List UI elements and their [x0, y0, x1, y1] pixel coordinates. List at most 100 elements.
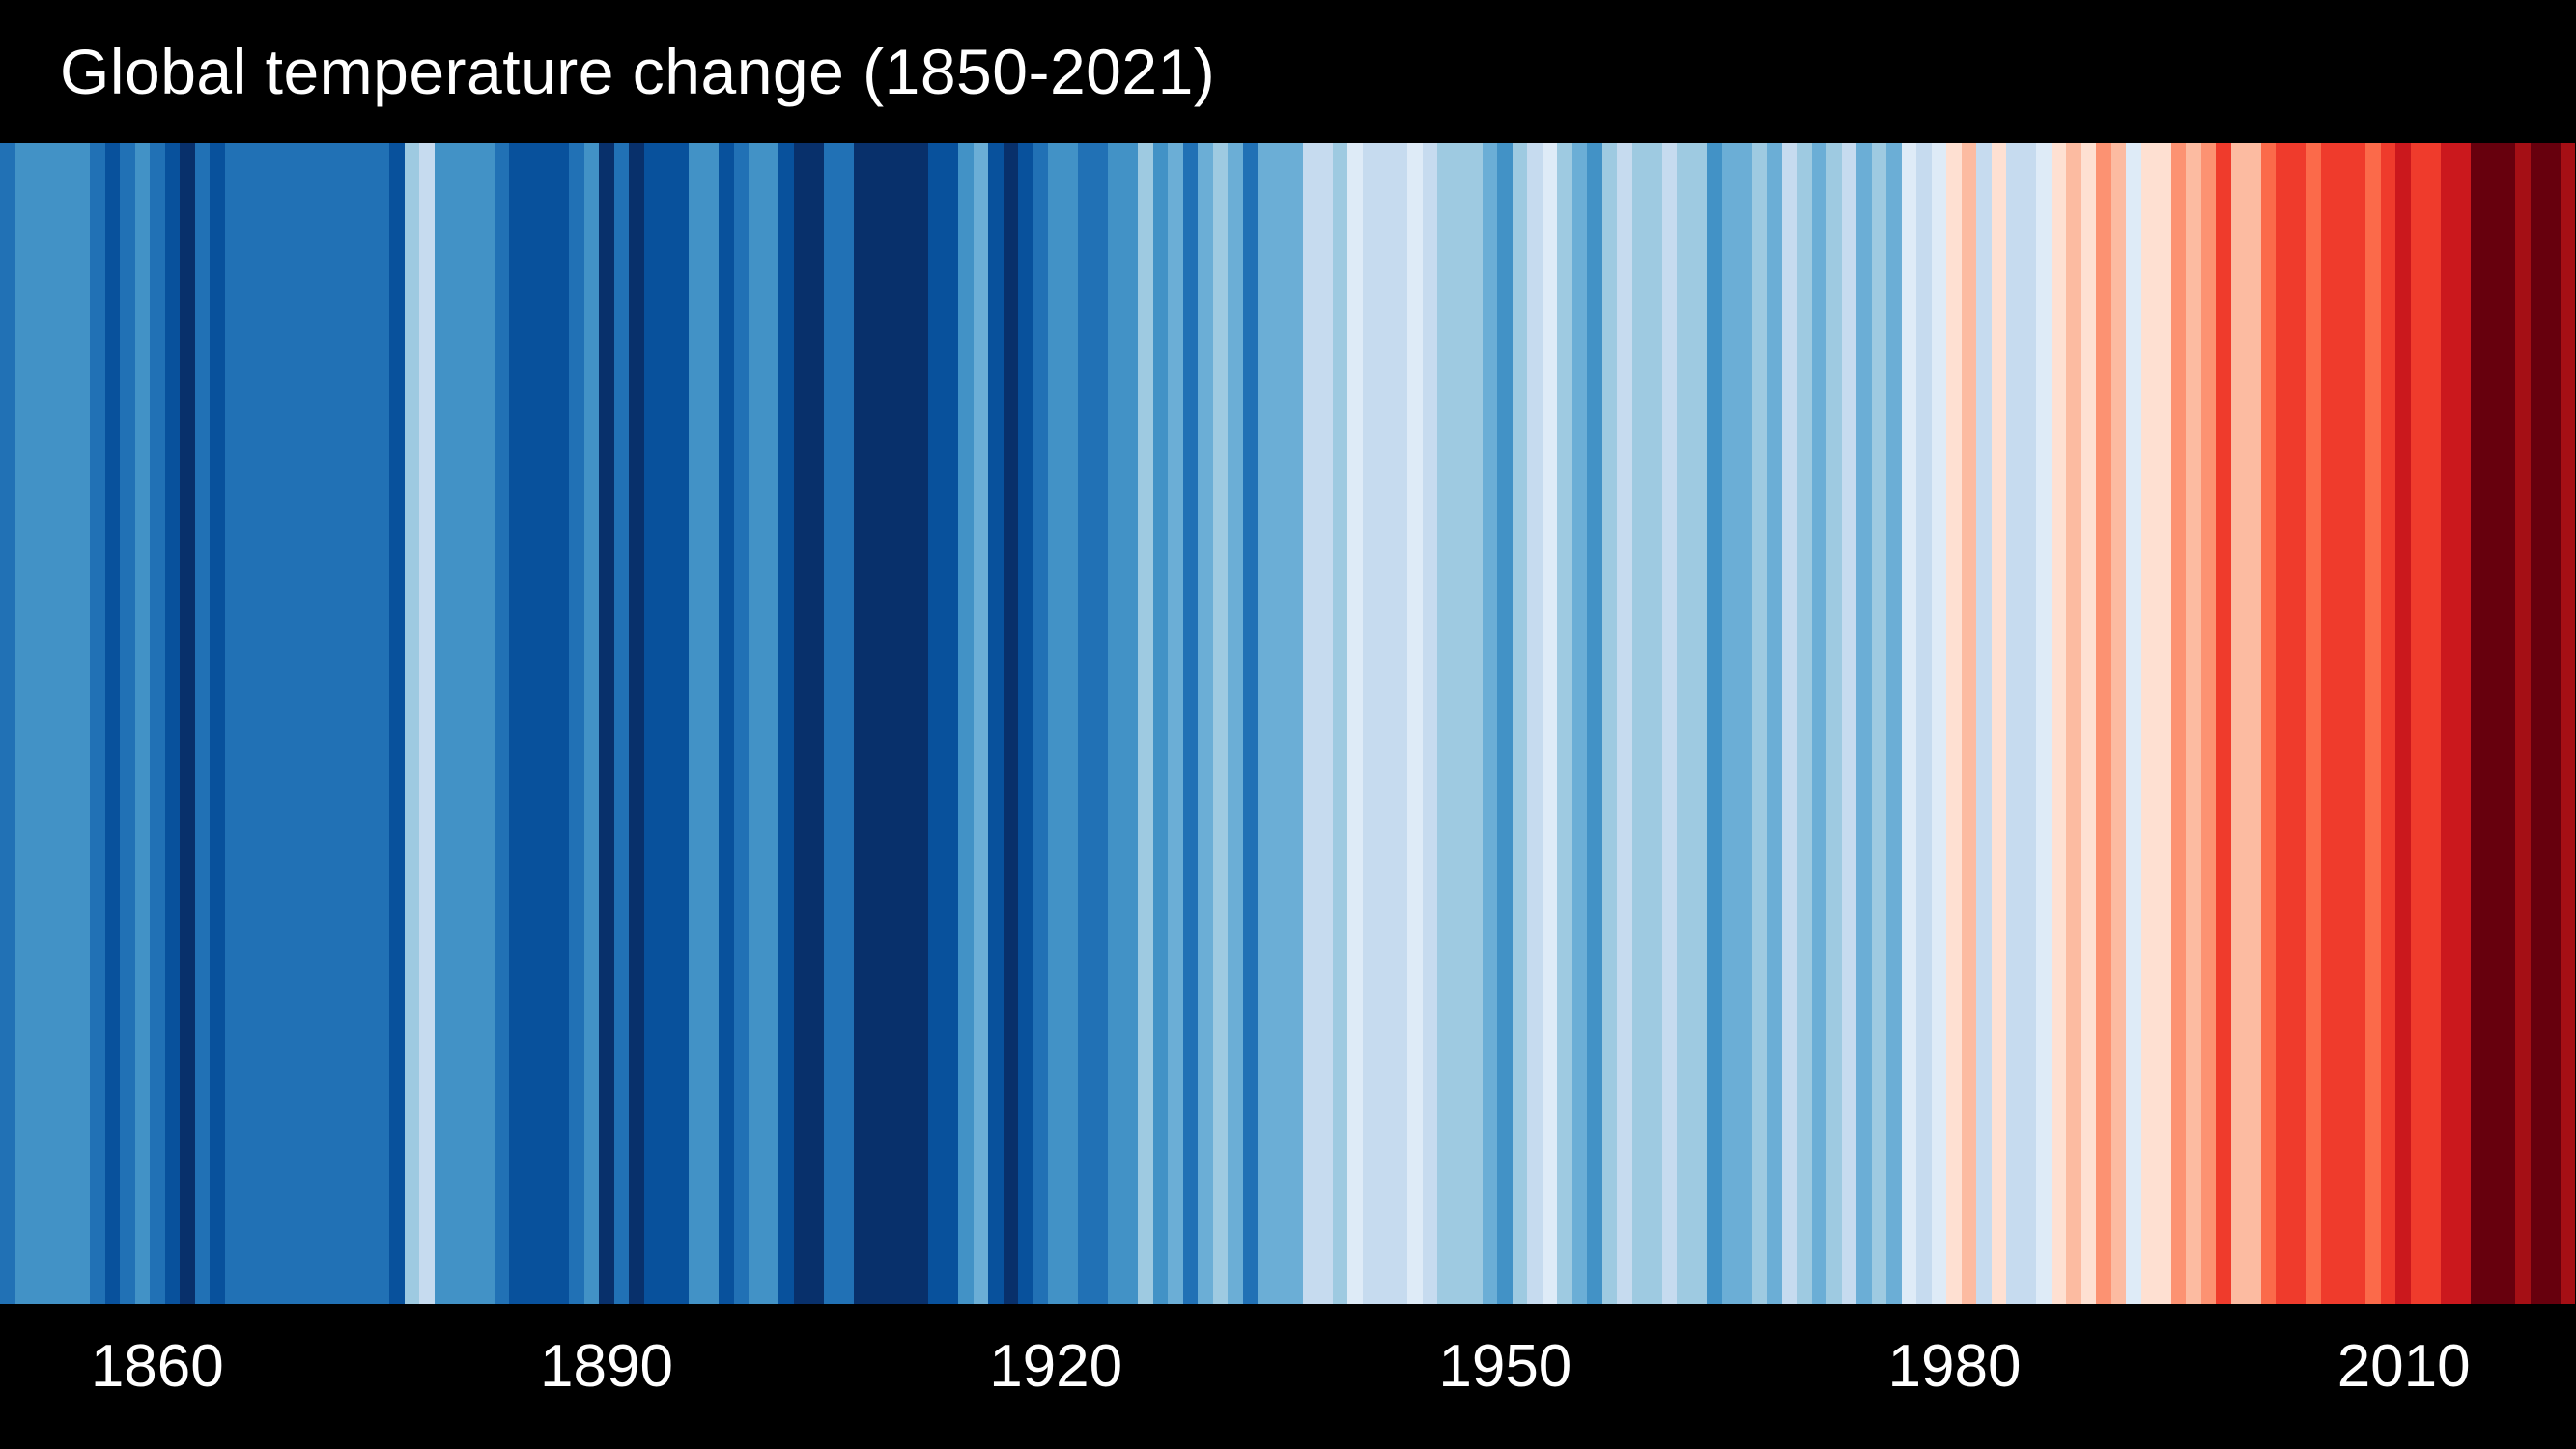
year-stripe: [823, 143, 838, 1304]
year-stripe: [180, 143, 195, 1304]
x-axis-tick-label: 1950: [1438, 1333, 1572, 1400]
year-stripe: [569, 143, 584, 1304]
year-stripe: [449, 143, 465, 1304]
year-stripe: [0, 143, 15, 1304]
year-stripe: [434, 143, 449, 1304]
year-stripe: [1122, 143, 1138, 1304]
year-stripe: [1422, 143, 1437, 1304]
year-stripe: [1707, 143, 1722, 1304]
year-stripe: [2051, 143, 2066, 1304]
year-stripe: [1392, 143, 1407, 1304]
year-stripe: [958, 143, 974, 1304]
title-bar: Global temperature change (1850-2021): [0, 0, 2576, 143]
year-stripe: [1647, 143, 1662, 1304]
year-stripe: [1781, 143, 1797, 1304]
year-stripe: [1092, 143, 1108, 1304]
year-stripe: [1856, 143, 1872, 1304]
year-stripe: [583, 143, 599, 1304]
year-stripe: [2096, 143, 2111, 1304]
year-stripe: [1617, 143, 1632, 1304]
year-stripe: [1557, 143, 1572, 1304]
year-stripe: [2335, 143, 2351, 1304]
year-stripe: [329, 143, 345, 1304]
year-stripe: [1841, 143, 1856, 1304]
year-stripe: [2276, 143, 2291, 1304]
year-stripe: [164, 143, 180, 1304]
year-stripe: [2006, 143, 2022, 1304]
year-stripe: [898, 143, 914, 1304]
year-stripe: [374, 143, 389, 1304]
year-stripe: [1362, 143, 1377, 1304]
year-stripe: [1228, 143, 1243, 1304]
year-stripe: [2485, 143, 2501, 1304]
year-stripe: [1737, 143, 1752, 1304]
year-stripe: [2545, 143, 2561, 1304]
year-stripe: [2246, 143, 2261, 1304]
year-stripe: [2260, 143, 2276, 1304]
year-stripe: [60, 143, 75, 1304]
year-stripe: [1542, 143, 1557, 1304]
year-stripe: [808, 143, 824, 1304]
year-stripe: [1452, 143, 1467, 1304]
year-stripe: [210, 143, 225, 1304]
year-stripe: [2500, 143, 2515, 1304]
year-stripe: [1797, 143, 1812, 1304]
year-stripe: [2470, 143, 2485, 1304]
year-stripe: [553, 143, 569, 1304]
year-stripe: [2066, 143, 2081, 1304]
year-stripe: [1198, 143, 1213, 1304]
year-stripe: [150, 143, 165, 1304]
year-stripe: [2216, 143, 2231, 1304]
year-stripe: [793, 143, 808, 1304]
x-axis-tick-label: 1980: [1887, 1333, 2022, 1400]
year-stripe: [120, 143, 135, 1304]
year-stripe: [1407, 143, 1423, 1304]
year-stripe: [599, 143, 614, 1304]
year-stripe: [1811, 143, 1826, 1304]
year-stripe: [913, 143, 928, 1304]
year-stripe: [1258, 143, 1273, 1304]
year-stripe: [1272, 143, 1288, 1304]
year-stripe: [2455, 143, 2471, 1304]
year-stripe: [1512, 143, 1527, 1304]
year-stripe: [194, 143, 210, 1304]
year-stripe: [659, 143, 674, 1304]
year-stripe: [1991, 143, 2006, 1304]
year-stripe: [1033, 143, 1048, 1304]
year-stripe: [613, 143, 629, 1304]
year-stripe: [299, 143, 315, 1304]
year-stripe: [1332, 143, 1347, 1304]
year-stripe: [404, 143, 419, 1304]
year-stripe: [2126, 143, 2141, 1304]
year-stripe: [254, 143, 269, 1304]
year-stripe: [1168, 143, 1183, 1304]
year-stripe: [733, 143, 749, 1304]
year-stripe: [763, 143, 778, 1304]
year-stripe: [344, 143, 359, 1304]
year-stripe: [1721, 143, 1737, 1304]
year-stripe: [1976, 143, 1992, 1304]
year-stripe: [1437, 143, 1453, 1304]
year-stripe: [1048, 143, 1063, 1304]
year-stripe: [224, 143, 240, 1304]
year-stripe: [1961, 143, 1976, 1304]
year-stripe: [2140, 143, 2156, 1304]
year-stripe: [2081, 143, 2096, 1304]
year-stripe: [1212, 143, 1228, 1304]
year-stripe: [2230, 143, 2246, 1304]
year-stripe: [2515, 143, 2531, 1304]
year-stripe: [1601, 143, 1617, 1304]
year-stripe: [389, 143, 405, 1304]
year-stripe: [1931, 143, 1946, 1304]
year-stripe: [1497, 143, 1513, 1304]
year-stripe: [1003, 143, 1018, 1304]
year-stripe: [1377, 143, 1393, 1304]
year-stripe: [868, 143, 884, 1304]
year-stripe: [1691, 143, 1707, 1304]
year-stripe: [479, 143, 495, 1304]
year-stripe: [928, 143, 944, 1304]
year-stripe: [2320, 143, 2335, 1304]
year-stripe: [240, 143, 255, 1304]
year-stripe: [2530, 143, 2545, 1304]
